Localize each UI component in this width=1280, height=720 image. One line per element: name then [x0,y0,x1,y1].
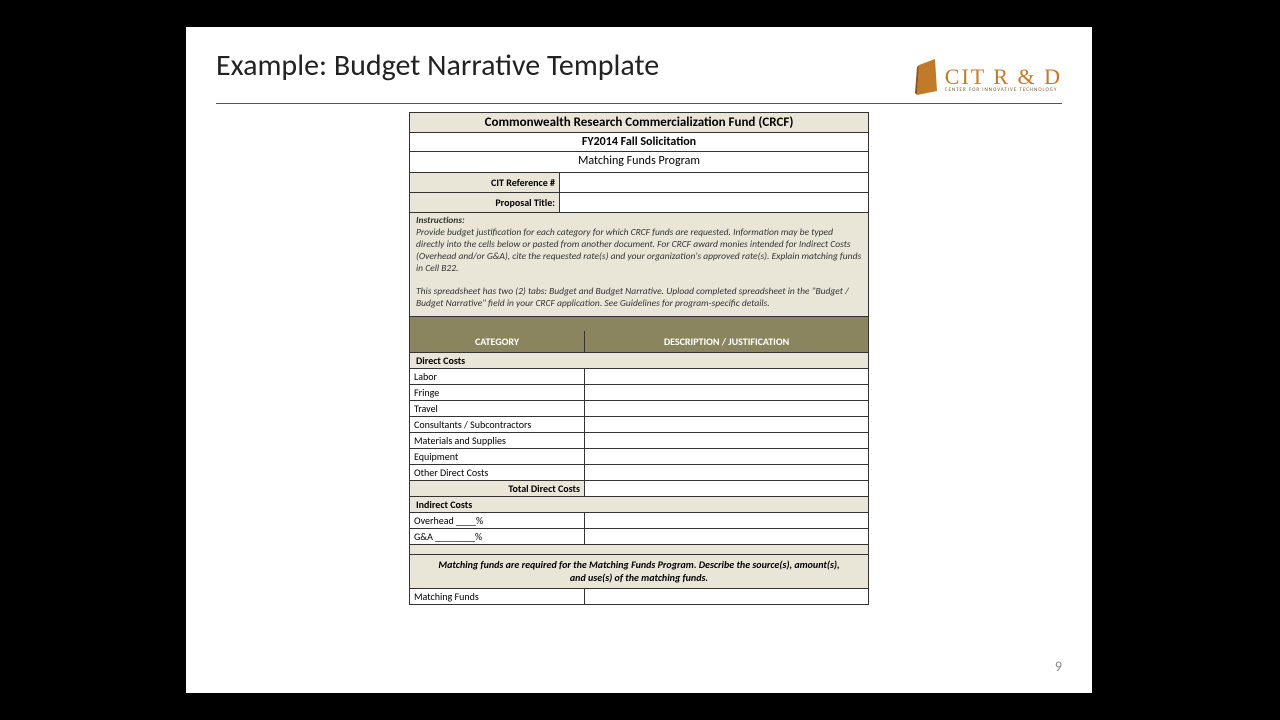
instructions-paragraph-1: Provide budget justification for each ca… [416,226,861,274]
slide-header: Example: Budget Narrative Template CIT R… [216,49,1062,104]
proposal-label: Proposal Title: [410,193,560,212]
table-row: Equipment [409,449,869,465]
spacer-band [409,545,869,555]
proposal-title-row: Proposal Title: [409,193,869,213]
reference-value [560,173,868,192]
section-indirect-costs: Indirect Costs [409,497,869,513]
instructions-box: Instructions: Provide budget justificati… [409,213,869,317]
logo-subtitle: CENTER FOR INNOVATIVE TECHNOLOGY [945,88,1062,93]
page-number: 9 [1055,658,1062,675]
cit-logo: CIT R & D CENTER FOR INNOVATIVE TECHNOLO… [915,49,1062,99]
row-value [585,465,868,480]
row-label: Consultants / Subcontractors [410,417,585,432]
table-row: Consultants / Subcontractors [409,417,869,433]
row-value [585,481,868,496]
instructions-paragraph-2: This spreadsheet has two (2) tabs: Budge… [416,285,849,309]
total-direct-row: Total Direct Costs [409,481,869,497]
form-title: Commonwealth Research Commercialization … [409,112,869,133]
table-row: Materials and Supplies [409,433,869,449]
row-value [585,417,868,432]
table-row: Matching Funds [409,589,869,605]
slide: Example: Budget Narrative Template CIT R… [186,27,1092,693]
row-value [585,529,868,544]
building-icon [915,59,939,99]
col-category: CATEGORY [410,331,585,352]
budget-form: Commonwealth Research Commercialization … [409,112,869,605]
matching-funds-note: Matching funds are required for the Matc… [409,555,869,589]
row-label: Equipment [410,449,585,464]
row-label: Fringe [410,385,585,400]
row-label: G&A ________% [410,529,585,544]
reference-label: CIT Reference # [410,173,560,192]
section-direct-costs: Direct Costs [409,353,869,369]
table-row: Other Direct Costs [409,465,869,481]
table-row: Overhead ____% [409,513,869,529]
row-label: Travel [410,401,585,416]
column-headers: CATEGORY DESCRIPTION / JUSTIFICATION [409,331,869,353]
row-value [585,513,868,528]
total-direct-label: Total Direct Costs [410,481,585,496]
col-description: DESCRIPTION / JUSTIFICATION [585,331,868,352]
row-label: Labor [410,369,585,384]
table-row: Labor [409,369,869,385]
form-subtitle-1: FY2014 Fall Solicitation [409,133,869,152]
row-label: Other Direct Costs [410,465,585,480]
row-label: Overhead ____% [410,513,585,528]
reference-row: CIT Reference # [409,172,869,193]
table-row: G&A ________% [409,529,869,545]
instructions-heading: Instructions: [416,214,465,226]
logo-text: CIT R & D [945,66,1062,88]
row-value [585,433,868,448]
row-label: Materials and Supplies [410,433,585,448]
slide-title: Example: Budget Narrative Template [216,49,659,84]
row-label: Matching Funds [410,589,585,604]
row-value [585,589,868,604]
row-value [585,449,868,464]
olive-divider [409,317,869,331]
table-row: Travel [409,401,869,417]
proposal-value [560,193,868,212]
row-value [585,385,868,400]
table-row: Fringe [409,385,869,401]
row-value [585,369,868,384]
row-value [585,401,868,416]
form-subtitle-2: Matching Funds Program [409,152,869,172]
